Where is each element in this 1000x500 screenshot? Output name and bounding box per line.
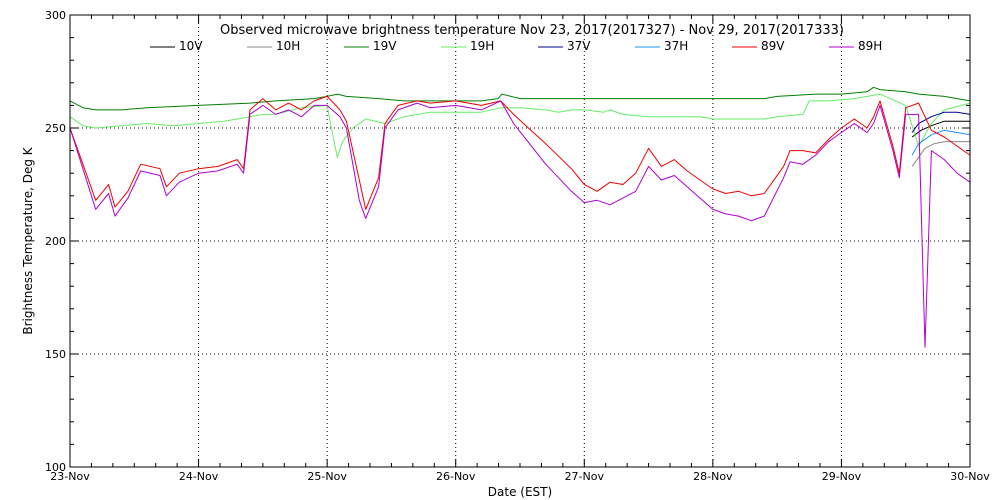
series-line-19v: [69, 86, 971, 111]
y-tick-labels: 100 150 200 250 300: [45, 9, 66, 474]
x-tick-labels: 23-Nov 24-Nov 25-Nov 26-Nov 27-Nov 28-Nov 29-N…: [50, 470, 990, 483]
x-tick-label: 28-Nov: [693, 470, 733, 483]
series-line-10h: [911, 141, 970, 167]
x-tick-label: 29-Nov: [822, 470, 862, 483]
grid-lines: [70, 15, 970, 467]
series-line-89h: [69, 100, 971, 348]
x-tick-label: 27-Nov: [565, 470, 605, 483]
legend-label-89h: 89H: [858, 39, 882, 53]
legend-label-37h: 37H: [664, 39, 688, 53]
series-line-10v: [911, 120, 970, 138]
legend: 10V 10H 19V 19H 37V 37H 89V 89H: [150, 39, 882, 53]
legend-label-10h: 10H: [276, 39, 300, 53]
y-axis-label: Brightness Temperature, Deg K: [21, 146, 35, 334]
x-tick-label: 26-Nov: [436, 470, 476, 483]
legend-label-19v: 19V: [373, 39, 397, 53]
data-series: [69, 86, 971, 348]
y-tick-label: 100: [45, 461, 66, 474]
y-tick-label: 250: [45, 122, 66, 135]
legend-label-89v: 89V: [761, 39, 785, 53]
x-tick-label: 25-Nov: [307, 470, 347, 483]
y-tick-label: 200: [45, 235, 66, 248]
legend-label-19h: 19H: [470, 39, 494, 53]
legend-label-10v: 10V: [179, 39, 203, 53]
x-tick-label: 24-Nov: [179, 470, 219, 483]
axis-ticks: [69, 14, 971, 468]
x-axis-label: Date (EST): [488, 485, 552, 499]
y-tick-label: 300: [45, 9, 66, 22]
legend-label-37v: 37V: [567, 39, 591, 53]
chart-title: Observed microwave brightness temperatur…: [220, 23, 844, 38]
x-tick-label: 23-Nov: [50, 470, 90, 483]
series-line-89v: [69, 95, 971, 210]
series-line-37h: [911, 129, 971, 156]
series-line-37v: [911, 111, 971, 133]
y-tick-label: 150: [45, 348, 66, 361]
x-tick-label: 30-Nov: [950, 470, 990, 483]
